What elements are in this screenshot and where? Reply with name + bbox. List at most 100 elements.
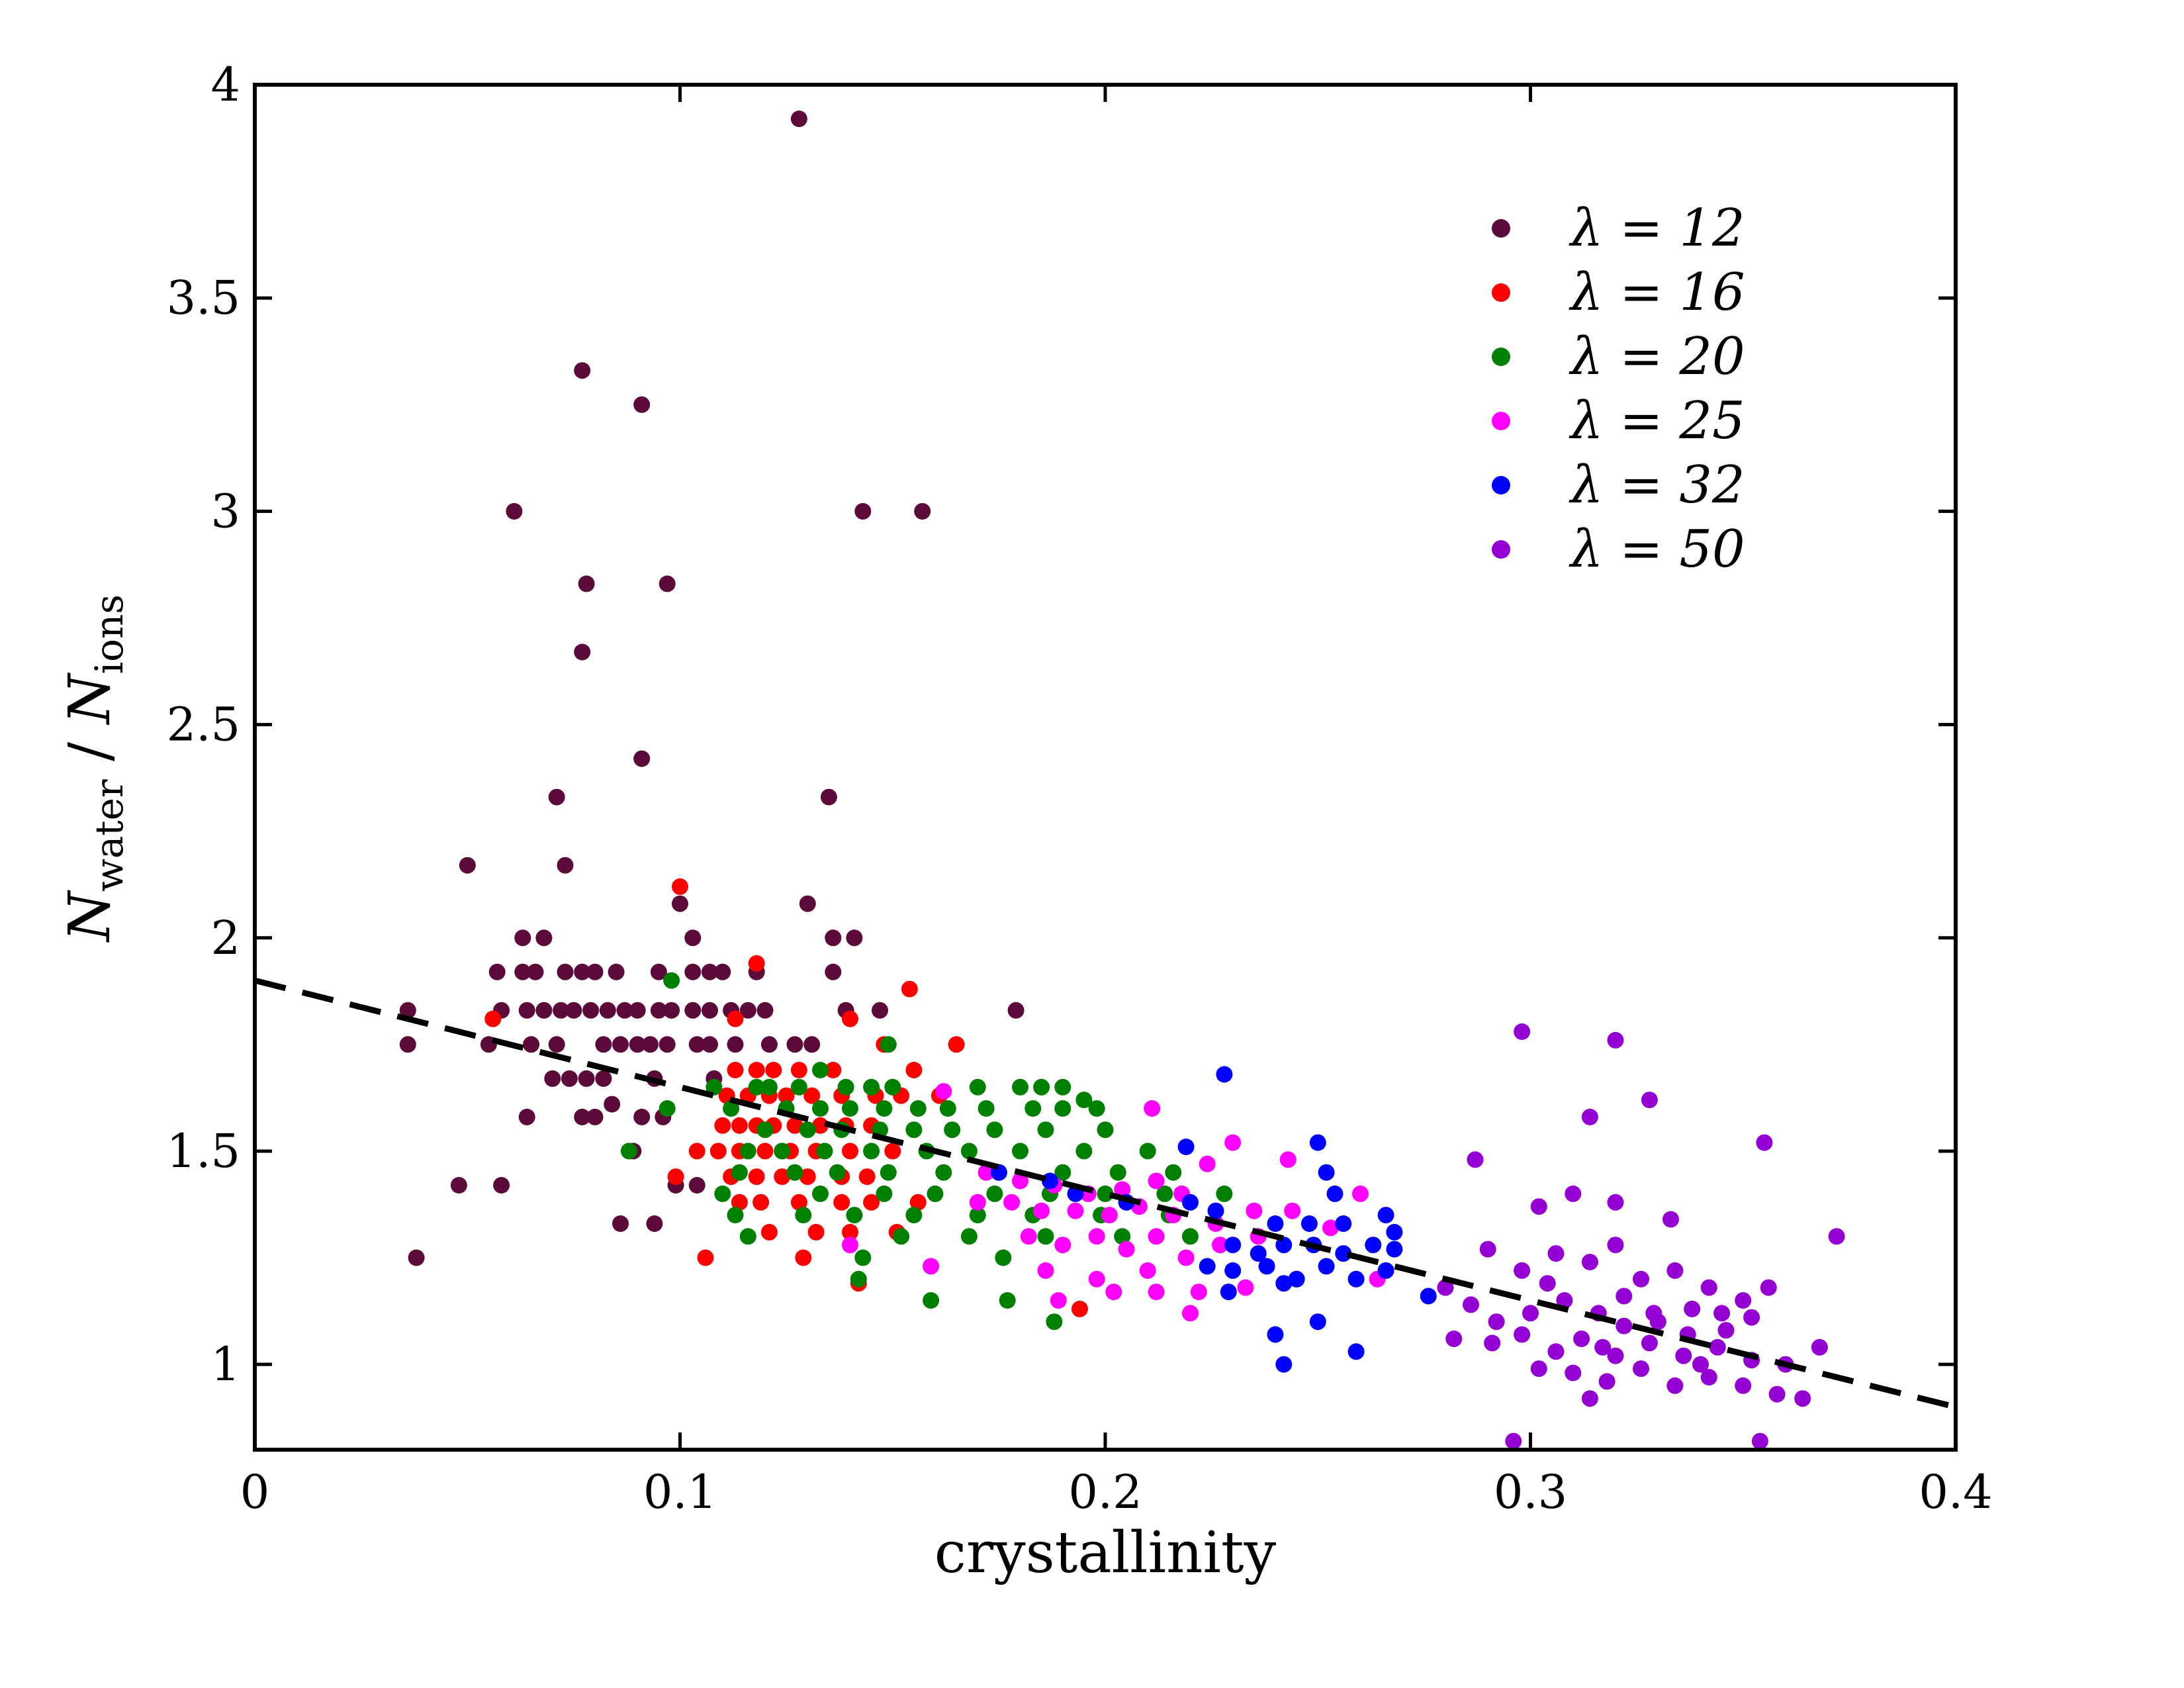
point-s4-10 — [1207, 1202, 1224, 1219]
point-s5-61 — [1505, 1432, 1522, 1450]
point-s2-82 — [923, 1292, 940, 1309]
point-s5-48 — [1666, 1377, 1684, 1394]
point-s5-45 — [1565, 1364, 1582, 1382]
point-s2-0 — [663, 972, 680, 989]
point-s2-42 — [960, 1143, 978, 1160]
point-s5-60 — [1539, 1275, 1556, 1292]
point-s2-61 — [1097, 1185, 1114, 1202]
point-s2-38 — [774, 1143, 791, 1160]
point-s1-28 — [812, 1117, 829, 1134]
point-s0-78 — [633, 1108, 651, 1125]
point-s1-37 — [842, 1143, 858, 1160]
ticks-layer: 0 0.1 0.2 0.3 0.4 1 1.5 2 2.5 3 3.5 4 — [167, 58, 1993, 1519]
point-s2-66 — [846, 1207, 863, 1224]
series-1 — [484, 878, 1088, 1317]
point-s0-77 — [586, 1108, 604, 1125]
point-s2-33 — [986, 1121, 1003, 1139]
point-s3-24 — [1020, 1228, 1037, 1245]
point-s1-17 — [778, 1087, 795, 1104]
point-s2-5 — [760, 1078, 778, 1096]
point-s0-87 — [646, 1215, 663, 1232]
point-s5-35 — [1547, 1343, 1565, 1360]
y-tick-label-2: 2 — [210, 911, 240, 965]
point-s1-54 — [842, 1223, 858, 1241]
point-s0-64 — [702, 1036, 718, 1053]
point-s0-10 — [548, 788, 565, 806]
point-s2-78 — [854, 1249, 872, 1266]
point-s3-10 — [1114, 1181, 1131, 1198]
point-s5-10 — [1828, 1228, 1845, 1245]
x-tick-label-0: 0 — [240, 1465, 270, 1519]
point-s0-17 — [535, 929, 553, 947]
point-s2-37 — [739, 1143, 756, 1160]
point-s0-27 — [608, 963, 625, 980]
point-s0-26 — [586, 963, 604, 980]
point-s0-52 — [872, 1002, 888, 1019]
point-s2-8 — [863, 1078, 880, 1096]
point-s4-12 — [1300, 1215, 1318, 1232]
point-s5-49 — [1700, 1369, 1717, 1385]
point-s0-24 — [557, 963, 574, 980]
y-axis-main-2: N — [57, 673, 123, 726]
point-s4-30 — [1220, 1284, 1237, 1301]
point-s0-65 — [727, 1036, 744, 1053]
point-s2-47 — [786, 1164, 803, 1181]
point-s2-56 — [812, 1185, 829, 1202]
point-s3-41 — [1105, 1284, 1122, 1301]
point-s2-49 — [880, 1164, 897, 1181]
point-s0-57 — [548, 1036, 565, 1053]
point-s2-36 — [620, 1143, 637, 1160]
point-s1-48 — [790, 1194, 807, 1211]
legend-label-4: λ = 32 — [1569, 455, 1745, 515]
point-s4-15 — [1386, 1223, 1403, 1241]
point-s0-43 — [629, 1002, 646, 1019]
point-s1-42 — [774, 1168, 791, 1186]
y-tick-label-6: 4 — [210, 58, 240, 112]
point-s0-63 — [688, 1036, 705, 1053]
point-s3-42 — [1148, 1284, 1165, 1301]
point-s5-24 — [1522, 1305, 1539, 1322]
point-s2-10 — [969, 1078, 986, 1096]
point-s0-37 — [535, 1002, 553, 1019]
point-s0-4 — [854, 502, 872, 520]
point-s2-20 — [876, 1100, 893, 1117]
point-s4-0 — [1216, 1066, 1233, 1083]
point-s2-83 — [999, 1292, 1016, 1309]
point-s4-26 — [1288, 1270, 1305, 1288]
point-s0-88 — [408, 1249, 425, 1266]
point-s1-13 — [905, 1062, 923, 1078]
legend-label-3: λ = 25 — [1569, 391, 1745, 451]
point-s2-27 — [756, 1121, 774, 1139]
point-s2-63 — [1216, 1185, 1233, 1202]
point-s2-9 — [884, 1078, 901, 1096]
point-s2-74 — [960, 1228, 978, 1245]
point-s5-50 — [1735, 1377, 1752, 1394]
point-s2-76 — [1114, 1228, 1131, 1245]
point-s4-31 — [1275, 1275, 1293, 1292]
point-s0-28 — [650, 963, 667, 980]
point-s0-1 — [574, 362, 591, 379]
point-s5-25 — [1556, 1292, 1573, 1309]
point-s3-0 — [935, 1083, 952, 1100]
point-s0-61 — [642, 1036, 659, 1053]
point-s2-6 — [790, 1078, 807, 1096]
point-s4-32 — [1420, 1288, 1437, 1305]
y-axis-sep: / — [57, 724, 123, 780]
point-s1-50 — [863, 1194, 880, 1211]
point-s1-51 — [909, 1194, 927, 1211]
point-s4-16 — [1224, 1237, 1242, 1254]
series-5 — [1437, 1023, 1845, 1450]
x-tick-label-1: 0.1 — [643, 1465, 717, 1519]
point-s5-40 — [1709, 1338, 1726, 1356]
point-s5-38 — [1641, 1335, 1658, 1352]
y-axis-sub-2: ions — [87, 594, 132, 675]
point-s4-34 — [1309, 1313, 1326, 1331]
point-s3-17 — [1101, 1207, 1118, 1224]
point-s5-37 — [1607, 1347, 1624, 1364]
point-s3-14 — [1003, 1194, 1021, 1211]
point-s1-38 — [884, 1143, 901, 1160]
y-axis-sub-1: water — [87, 779, 132, 892]
point-s0-60 — [629, 1036, 646, 1053]
point-s3-30 — [1212, 1237, 1228, 1254]
